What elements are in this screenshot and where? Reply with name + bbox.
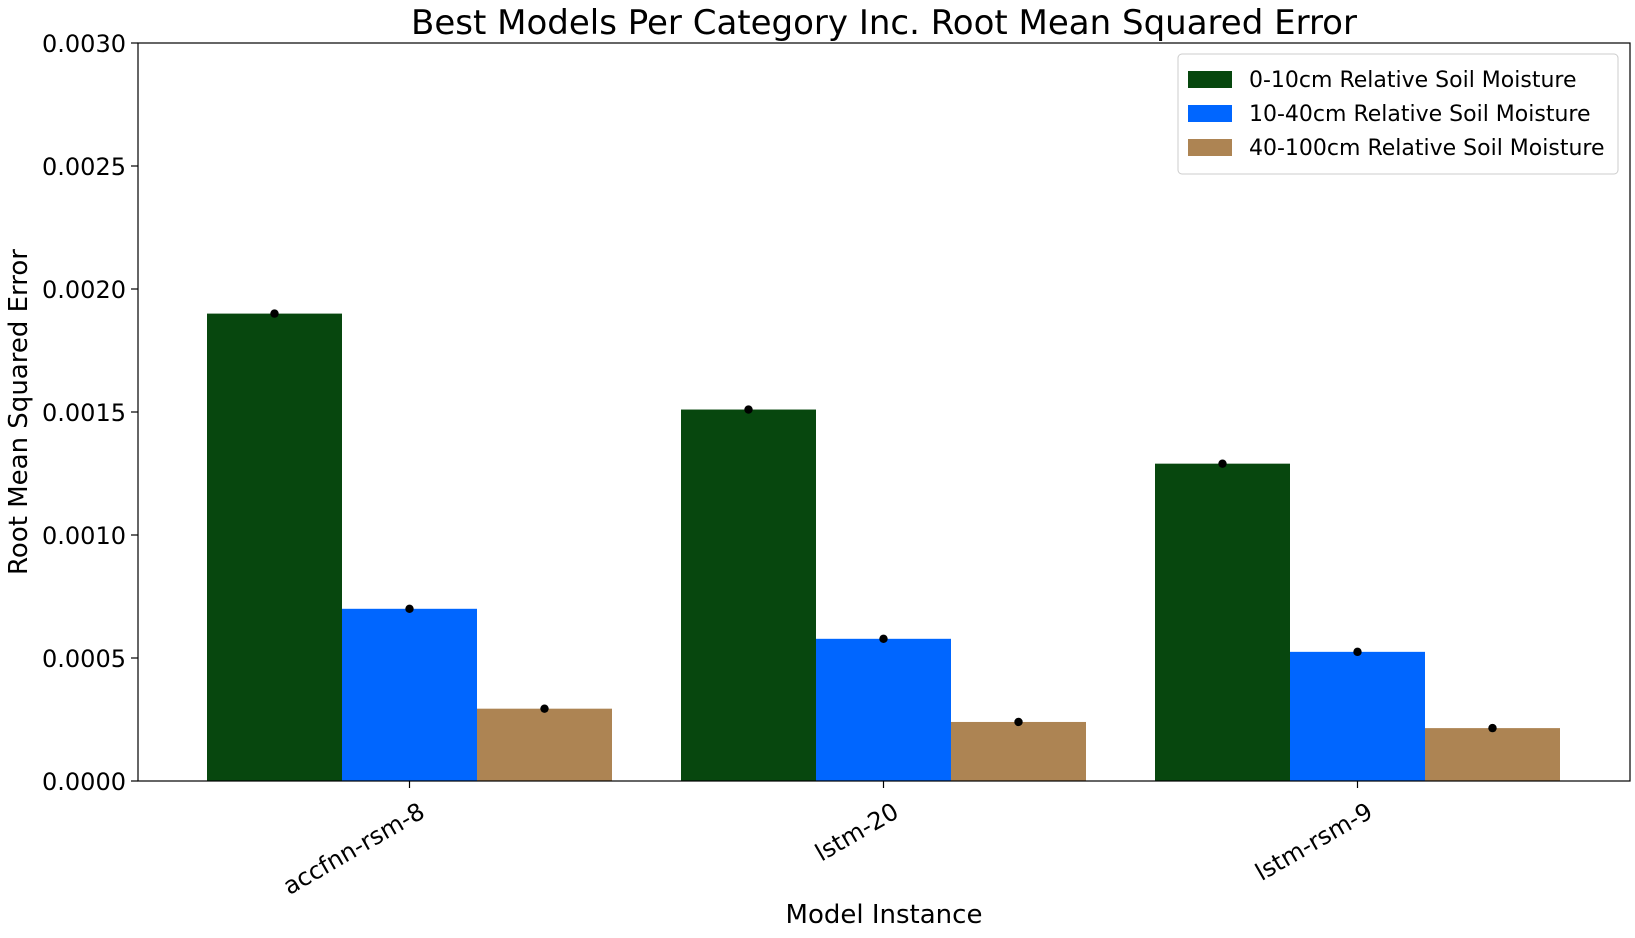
y-tick-label: 0.0015 bbox=[42, 399, 126, 427]
y-tick-label: 0.0005 bbox=[42, 645, 126, 673]
x-axis: accfnn-rsm-8 lstm-20 lstm-rsm-9 bbox=[278, 781, 1377, 901]
points-layer bbox=[270, 309, 1497, 733]
bar-value-point bbox=[405, 604, 414, 613]
bar-1-accfnn-rsm-8 bbox=[207, 313, 342, 781]
bars-layer bbox=[207, 313, 1560, 781]
legend-label: 0-10cm Relative Soil Moisture bbox=[1249, 68, 1577, 93]
bar-1-lstm-20 bbox=[681, 409, 816, 781]
x-tick-label: lstm-rsm-9 bbox=[1250, 797, 1377, 886]
legend-label: 10-40cm Relative Soil Moisture bbox=[1249, 102, 1590, 127]
y-axis-title: Root Mean Squared Error bbox=[4, 249, 34, 575]
bar-value-point bbox=[1218, 459, 1227, 468]
y-axis: 0.0000 0.0005 0.0010 0.0015 0.0020 0.0025 0.00… bbox=[42, 30, 138, 796]
bar-3-lstm-20 bbox=[951, 721, 1086, 781]
bar-value-point bbox=[1353, 647, 1362, 657]
bar-value-point bbox=[744, 405, 753, 414]
bar-value-point bbox=[270, 309, 279, 318]
bar-2-lstm-rsm-9 bbox=[1290, 651, 1425, 781]
chart-title: Best Models Per Category Inc. Root Mean … bbox=[411, 3, 1357, 43]
bar-3-lstm-rsm-9 bbox=[1425, 728, 1560, 781]
y-tick-label: 0.0025 bbox=[42, 153, 126, 181]
bar-value-point bbox=[1488, 723, 1497, 733]
y-tick-label: 0.0020 bbox=[42, 276, 126, 304]
y-tick-label: 0.0030 bbox=[42, 30, 126, 58]
legend-swatch bbox=[1188, 71, 1232, 88]
y-tick-label: 0.0000 bbox=[42, 768, 126, 796]
bar-value-point bbox=[879, 634, 888, 644]
legend-swatch bbox=[1188, 105, 1232, 122]
legend: 0-10cm Relative Soil Moisture 10-40cm Rel… bbox=[1177, 53, 1619, 175]
x-axis-title: Model Instance bbox=[786, 900, 983, 930]
bar-value-point bbox=[1014, 717, 1023, 727]
bar-3-accfnn-rsm-8 bbox=[477, 708, 612, 781]
bar-2-accfnn-rsm-8 bbox=[342, 608, 477, 781]
x-tick-label: lstm-20 bbox=[810, 797, 903, 867]
legend-box bbox=[1177, 53, 1619, 175]
bar-1-lstm-rsm-9 bbox=[1155, 463, 1290, 781]
y-tick-label: 0.0010 bbox=[42, 522, 126, 550]
legend-label: 40-100cm Relative Soil Moisture bbox=[1249, 136, 1604, 161]
bar-value-point bbox=[540, 704, 549, 713]
bar-2-lstm-20 bbox=[816, 638, 951, 781]
legend-swatch bbox=[1188, 139, 1232, 156]
x-tick-label: accfnn-rsm-8 bbox=[278, 797, 429, 900]
